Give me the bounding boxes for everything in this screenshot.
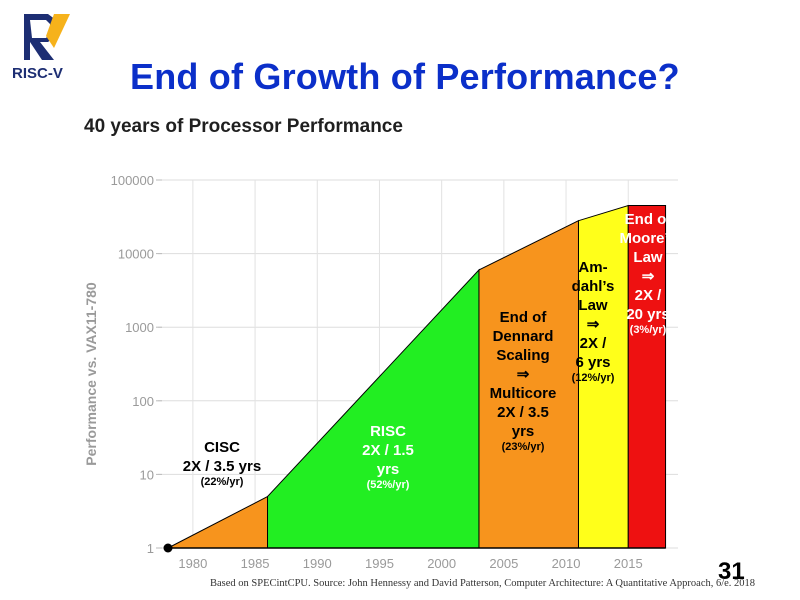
region-rate-risc: (52%/yr) xyxy=(367,479,410,491)
x-tick-label: 2005 xyxy=(489,556,518,571)
risc-v-logo: RISC-V xyxy=(10,8,80,88)
region-label-risc: 2X / 1.5 xyxy=(362,442,414,459)
logo-text: RISC-V xyxy=(12,65,63,82)
region-label-moore: Law xyxy=(633,249,663,266)
x-tick-label: 1995 xyxy=(365,556,394,571)
x-tick-label: 1980 xyxy=(178,556,207,571)
region-label-dennard: Scaling xyxy=(496,347,549,364)
logo-gold-shape xyxy=(30,20,50,38)
slide-title: End of Growth of Performance? xyxy=(130,56,680,97)
x-tick-label: 2015 xyxy=(614,556,643,571)
region-label-amdahl: dahl’s xyxy=(572,278,615,295)
region-label-moore: 2X / xyxy=(635,287,663,304)
chart-title: 40 years of Processor Performance xyxy=(84,116,403,137)
region-rate-dennard: (23%/yr) xyxy=(502,441,545,453)
region-label-risc: RISC xyxy=(370,423,406,440)
y-tick-label: 100000 xyxy=(111,173,154,188)
region-rate-moore: (3%/yr) xyxy=(630,324,667,336)
region-label-amdahl: 2X / xyxy=(580,335,608,352)
logo-gold-chevron xyxy=(46,14,70,48)
y-tick-label: 100 xyxy=(132,394,154,409)
y-tick-label: 1000 xyxy=(125,320,154,335)
region-cisc xyxy=(167,495,269,549)
region-label-dennard: yrs xyxy=(512,423,535,440)
y-tick-label: 10 xyxy=(140,467,154,482)
region-label-moore: End of xyxy=(625,211,673,228)
region-label-amdahl: Law xyxy=(578,297,608,314)
region-label-amdahl: Am- xyxy=(578,259,607,276)
region-label-moore: 20 yrs xyxy=(626,306,669,323)
x-tick-label: 1985 xyxy=(241,556,270,571)
region-label-moore: ⇒ xyxy=(642,268,655,285)
source-citation: Based on SPECintCPU. Source: John Hennes… xyxy=(210,578,756,589)
page-number: 31 xyxy=(718,558,745,585)
x-tick-label: 2000 xyxy=(427,556,456,571)
region-label-dennard: ⇒ xyxy=(517,366,530,383)
x-tick-label: 2010 xyxy=(552,556,581,571)
region-label-moore: Moore’s xyxy=(620,230,677,247)
region-label-amdahl: 6 yrs xyxy=(575,354,610,371)
region-rate-amdahl: (12%/yr) xyxy=(572,372,615,384)
region-label-dennard: Multicore xyxy=(490,385,557,402)
region-label-dennard: 2X / 3.5 xyxy=(497,404,549,421)
region-rate-cisc: (22%/yr) xyxy=(201,476,244,488)
region-label-dennard: Dennard xyxy=(493,328,554,345)
start-point xyxy=(163,543,173,553)
region-risc xyxy=(267,268,480,549)
x-tick-label: 1990 xyxy=(303,556,332,571)
y-tick-label: 1 xyxy=(147,541,154,556)
region-label-dennard: End of xyxy=(500,309,548,326)
region-label-cisc: CISC xyxy=(204,439,240,456)
y-axis-label: Performance vs. VAX11-780 xyxy=(83,282,99,466)
region-label-risc: yrs xyxy=(377,461,400,478)
region-label-cisc: 2X / 3.5 yrs xyxy=(183,458,261,475)
axis-layer: 1 10 100 1000 10000 100000 1980 1985 1990 1995 200… xyxy=(83,173,643,571)
area-layer xyxy=(163,204,667,553)
y-tick-label: 10000 xyxy=(118,247,154,262)
region-label-amdahl: ⇒ xyxy=(587,316,600,333)
